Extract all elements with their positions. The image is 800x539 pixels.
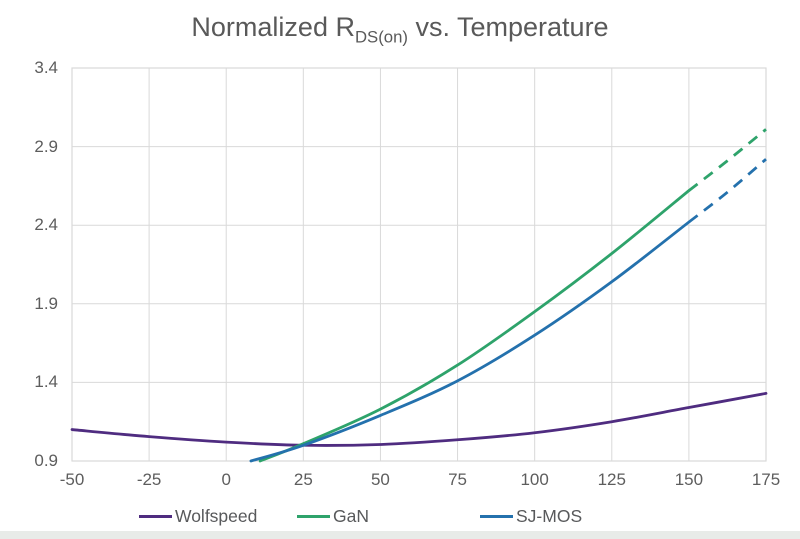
x-tick-label: 75 [448,470,467,489]
chart-title: Normalized RDS(on) vs. Temperature [0,12,800,47]
plot-area [70,67,768,463]
x-tick-label: -25 [136,470,162,489]
x-tick-label: 0 [221,470,231,489]
y-tick-label: 1.4 [34,372,58,392]
series-line-sj-mos-dashed [688,158,767,224]
legend-item-gan: GaN [297,505,369,527]
title-text-prefix: Normalized R [191,12,355,42]
series-line-wolfspeed [70,392,768,447]
x-tick-label: 50 [370,470,390,489]
title-subscript: DS(on) [354,27,408,47]
x-tick-label: 150 [674,470,704,489]
plot-border [71,67,767,462]
legend-label-sj-mos: SJ-MOS [516,505,583,526]
legend-label-wolfspeed: Wolfspeed [175,505,258,526]
x-tick-label: 125 [597,470,626,489]
series-line-sj-mos [249,220,691,463]
series-line-gan [258,189,691,463]
y-tick-label: 0.9 [34,451,58,470]
x-tick-label: 25 [293,470,313,489]
y-tick-label: 3.4 [34,58,58,77]
bottom-edge-band [0,531,800,539]
x-tick-label: 175 [751,470,781,489]
y-tick-label: 2.9 [34,136,58,156]
title-text-suffix: vs. Temperature [407,12,609,42]
series-line-gan-dashed [688,128,767,192]
y-tick-label: 1.9 [34,293,58,313]
legend-item-wolfspeed: Wolfspeed [139,505,257,527]
legend-label-gan: GaN [333,505,369,526]
legend-swatch-sj-mos [480,514,513,518]
y-tick-label: 2.4 [34,215,58,235]
legend-swatch-gan [297,514,330,518]
legend-item-sj-mos: SJ-MOS [480,505,582,527]
x-tick-label: -50 [59,470,85,489]
legend-swatch-wolfspeed [139,514,172,518]
x-tick-label: 100 [520,470,549,489]
